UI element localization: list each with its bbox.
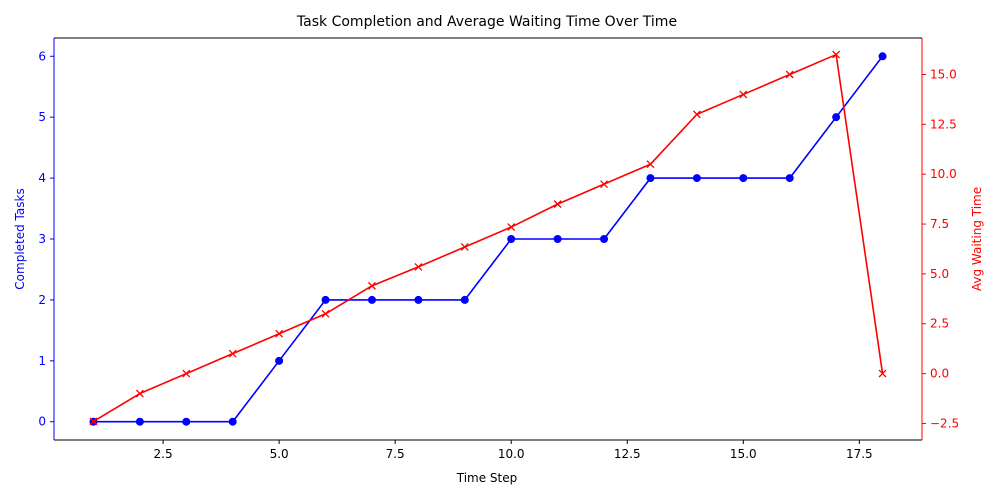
series-line-right [93,53,884,423]
y-left-tick-label: 6 [38,49,46,63]
data-point-right [275,329,284,338]
data-point-right [228,349,237,358]
y-left-tick-label: 3 [38,232,46,246]
data-point-right [507,223,516,231]
data-point-left [460,295,469,304]
data-point-left [228,417,237,426]
x-tick-label: 15.0 [730,447,757,461]
data-point-right [460,243,469,251]
y-left-tick-label: 1 [38,354,46,368]
x-axis-title: Time Step [456,471,518,485]
y-axis-left: 0 1 2 3 4 5 6 [38,49,54,429]
y-right-tick-label: 15.0 [930,67,957,81]
y-right-tick-label: 12.5 [930,117,957,131]
chart-title: Task Completion and Average Waiting Time… [296,14,677,30]
data-point-right [553,200,562,209]
y-right-tick-label: 10.0 [930,167,957,181]
data-point-left [321,295,330,304]
series-right [89,50,887,426]
data-point-left [692,174,701,183]
data-point-right [600,180,609,189]
data-point-left [275,356,284,365]
data-point-right [367,281,376,290]
x-tick-label: 10.0 [498,447,525,461]
x-tick-label: 12.5 [614,447,641,461]
series-layer [89,50,887,426]
y-left-tick-label: 0 [38,415,46,429]
data-point-left [739,174,748,183]
data-point-left [414,295,423,304]
data-point-left [553,235,562,243]
data-point-right [739,90,748,99]
y-axis-right-title: Avg Waiting Time [970,187,984,291]
data-point-right [646,160,655,169]
data-point-right [692,110,701,119]
series-line-left [93,55,884,423]
y-right-tick-label: 7.5 [930,217,949,231]
y-left-tick-label: 5 [38,110,46,124]
data-point-right [135,389,144,398]
x-tick-label: 5.0 [270,447,289,461]
series-left [89,52,887,426]
y-left-tick-label: 4 [38,171,46,185]
data-point-right [414,262,423,271]
data-point-right [785,70,794,79]
data-point-left [785,174,794,183]
data-point-right [182,369,191,378]
y-right-tick-label: 5.0 [930,267,949,281]
data-point-right [89,417,98,426]
y-axis-right: −2.5 0.0 2.5 5.0 7.5 10.0 12.5 15.0 [922,67,959,430]
x-tick-label: 17.5 [846,447,873,461]
y-right-tick-label: 0.0 [930,367,949,381]
data-point-left [600,235,609,243]
data-point-left [646,174,655,183]
data-point-left [367,295,376,304]
data-point-left [878,52,887,61]
data-point-right [321,309,330,318]
y-left-tick-label: 2 [38,293,46,307]
data-point-left [507,235,516,243]
data-point-left [182,417,191,426]
x-tick-label: 7.5 [386,447,405,461]
y-axis-left-title: Completed Tasks [13,188,27,289]
x-tick-label: 2.5 [154,447,173,461]
data-point-left [135,417,144,426]
y-right-tick-label: −2.5 [930,416,959,430]
x-axis: 2.5 5.0 7.5 10.0 12.5 15.0 17.5 [154,440,873,461]
plot-frame [53,37,923,441]
data-point-right [878,369,887,378]
data-point-right [832,50,841,59]
y-right-tick-label: 2.5 [930,317,949,331]
data-point-left [832,113,841,122]
